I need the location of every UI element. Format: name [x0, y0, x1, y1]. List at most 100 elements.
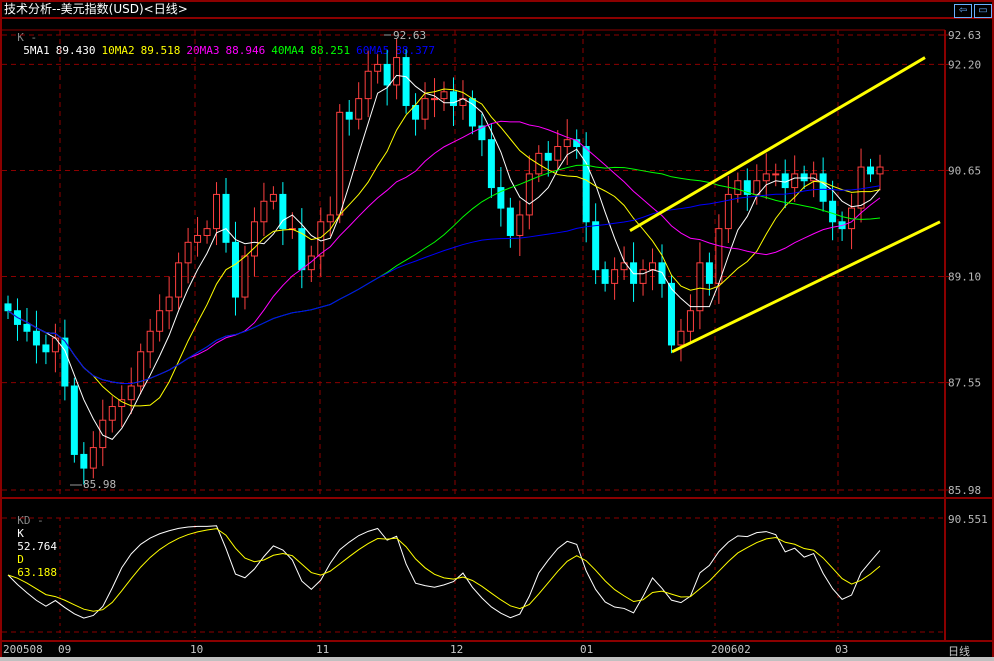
candle-up	[535, 152, 543, 175]
date-label: 200602	[711, 643, 751, 656]
kd-legend: KD - K 52.764 D 63.188	[4, 501, 57, 579]
candle-up	[127, 385, 135, 401]
candle-down	[32, 330, 40, 346]
price-tick-label: 92.63	[948, 29, 981, 42]
candle-up	[307, 255, 315, 271]
candle-down	[601, 269, 609, 284]
candle-up	[762, 173, 770, 182]
k-value: 52.764	[17, 540, 57, 553]
candle-up	[696, 262, 704, 312]
candle-down	[402, 57, 410, 106]
candle-up	[213, 193, 221, 230]
candle-up	[753, 180, 761, 195]
candle-up	[250, 221, 258, 257]
candle-down	[42, 344, 50, 353]
d-line	[7, 528, 881, 612]
ma2-value: 89.518	[140, 44, 181, 57]
candle-up	[677, 330, 685, 346]
kd-legend-prefix: KD -	[17, 514, 44, 527]
candle-up	[137, 351, 145, 387]
candle-up	[194, 234, 202, 243]
ma1-value: 89.430	[55, 44, 96, 57]
back-button[interactable]: ⇦	[954, 4, 972, 18]
candle-up	[554, 146, 562, 161]
date-label: 01	[580, 643, 594, 656]
ma-legend: K - 5MA1 89.430 10MA2 89.518 20MA3 88.946 40MA…	[4, 18, 435, 57]
candle-up	[724, 193, 732, 230]
ma4-value: 88.251	[310, 44, 351, 57]
candle-down	[800, 173, 808, 182]
candle-up	[175, 262, 183, 298]
candle-up	[317, 221, 325, 257]
d-label: D	[17, 553, 24, 566]
window-title: 技术分析--美元指数(USD)<日线>	[4, 2, 188, 16]
candle-down	[4, 303, 12, 312]
candle-up	[184, 241, 192, 264]
candle-down	[231, 241, 239, 298]
candle-down	[506, 207, 514, 236]
ma5-line	[7, 74, 881, 440]
d-value: 63.188	[17, 566, 57, 579]
candle-up	[156, 310, 164, 332]
candle-down	[829, 200, 837, 223]
candle-up	[563, 139, 571, 148]
ma2-label: 10MA2	[101, 44, 135, 57]
candle-up	[203, 228, 211, 236]
price-tick-label: 87.55	[948, 377, 981, 390]
candle-up	[649, 262, 657, 271]
candle-down	[383, 63, 391, 86]
candle-down	[592, 221, 600, 271]
candle-up	[355, 98, 363, 120]
date-label: 11	[316, 643, 330, 656]
low-annotation: 85.98	[83, 478, 116, 491]
date-label: 12	[450, 643, 464, 656]
candle-up	[269, 193, 277, 202]
candle-up	[639, 269, 647, 284]
candle-up	[772, 173, 780, 176]
candle-down	[478, 125, 486, 141]
kd-tick-label: 90.551	[948, 513, 988, 526]
candle-up	[857, 166, 865, 209]
date-label: 09	[58, 643, 72, 656]
candle-down	[449, 91, 457, 106]
ma40-line	[7, 164, 881, 385]
trend-channel-line	[629, 56, 926, 232]
trend-channel-line	[671, 220, 941, 354]
candle-up	[440, 91, 448, 100]
candle-up	[734, 180, 742, 195]
candle-up	[791, 173, 799, 189]
candle-down	[487, 139, 495, 189]
candle-down	[80, 453, 88, 469]
title-bar: 技术分析--美元指数(USD)<日线> ⇦ ▭	[2, 2, 994, 19]
k-line	[7, 525, 881, 619]
ma60-line	[7, 185, 881, 385]
price-chart[interactable]: 92.63 92.20 90.65 89.10 87.55 85.98 90.551 92.6…	[0, 0, 994, 640]
high-annotation: 92.63	[393, 29, 426, 42]
candle-up	[108, 406, 116, 421]
candle-down	[705, 262, 713, 284]
candle-down	[23, 323, 31, 332]
period-label[interactable]: 日线	[948, 645, 970, 658]
ma5-label: 60MA5	[356, 44, 390, 57]
candle-up	[326, 214, 334, 223]
candle-down	[61, 337, 69, 387]
candle-down	[667, 282, 675, 346]
toggle-panel-button[interactable]: ▭	[974, 4, 992, 18]
ma5-value: 88.377	[395, 44, 435, 57]
candle-up	[99, 419, 107, 449]
candle-down	[497, 187, 505, 209]
candle-down	[582, 146, 590, 223]
candle-down	[345, 111, 353, 120]
candle-up	[516, 214, 524, 236]
candle-down	[279, 193, 287, 230]
k-label: K	[17, 527, 24, 540]
candle-up	[393, 57, 401, 86]
candle-up	[336, 111, 344, 216]
candle-up	[431, 98, 439, 101]
date-label: 10	[190, 643, 204, 656]
ma4-label: 40MA4	[271, 44, 305, 57]
price-tick-label: 92.20	[948, 58, 981, 71]
candle-up	[876, 166, 884, 175]
candle-up	[715, 228, 723, 284]
candle-down	[70, 385, 78, 455]
